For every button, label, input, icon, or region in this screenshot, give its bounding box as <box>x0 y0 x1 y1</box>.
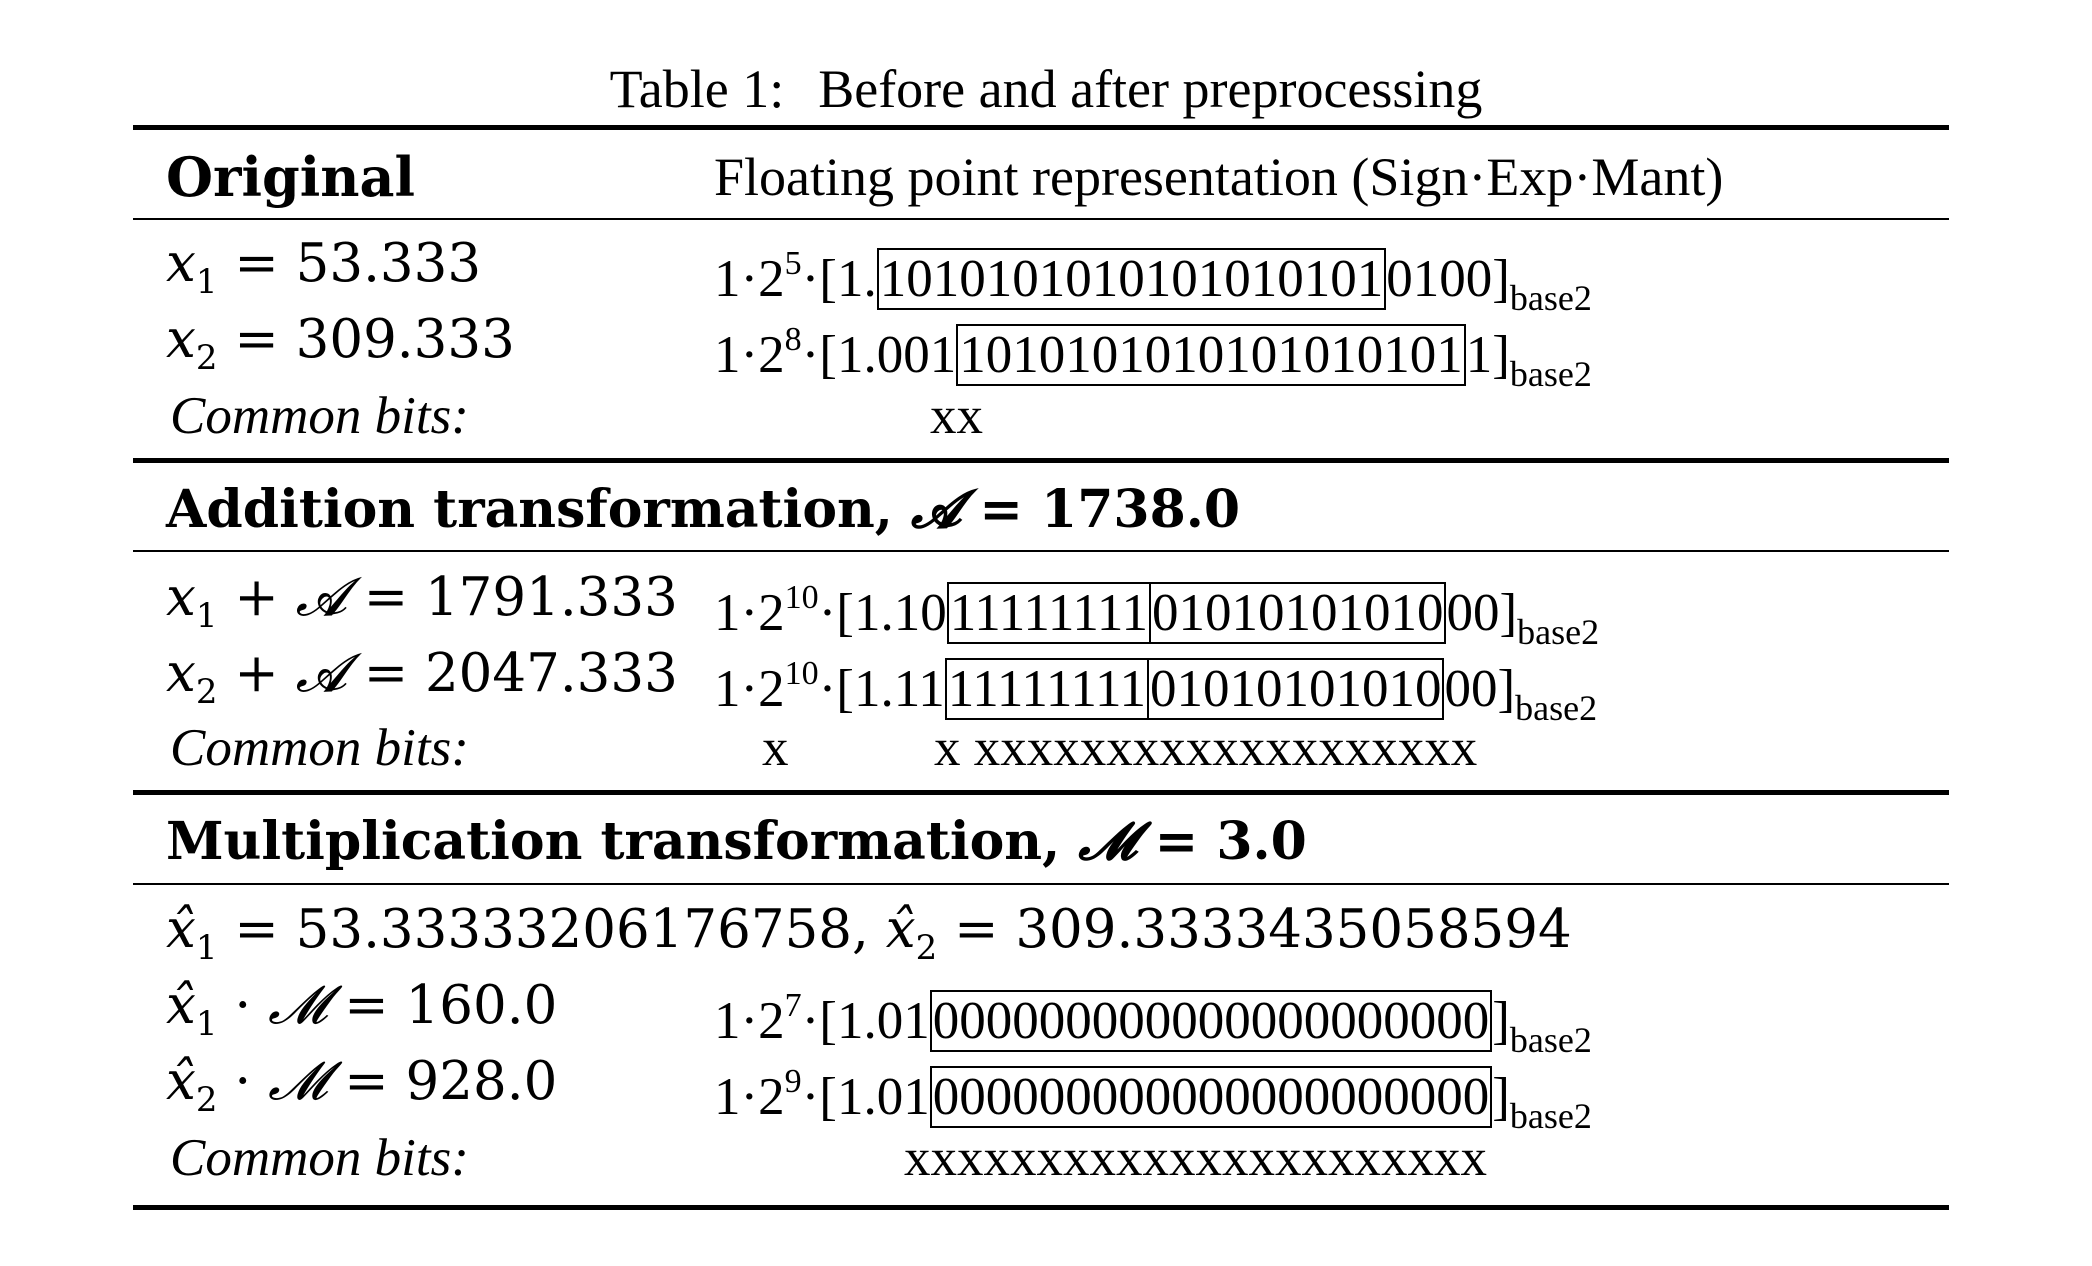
multiplication-title: Multiplication transformation, 𝓜 = 3.0 <box>166 811 1307 872</box>
caption-title: Before and after preprocessing <box>818 59 1483 119</box>
row-x2-label: x2 = 309.333 <box>166 309 515 378</box>
row-x2hat-times-m-float: 1·29·[1.01000000000000000000000]base2 <box>714 1063 1592 1136</box>
addition-title: Addition transformation, 𝓐 = 1738.0 <box>166 479 1241 540</box>
top-rule <box>133 125 1949 130</box>
row-x2hat-times-m-label: x̂2 · 𝓜 = 928.0 <box>166 1051 558 1120</box>
common-bits-label: Common bits: <box>170 719 469 777</box>
common-bits-box: 11111111 <box>946 582 1151 644</box>
common-bits-box: 11111111 <box>944 658 1149 720</box>
row-x2-plus-a-label: x2 + 𝓐 = 2047.333 <box>166 643 678 712</box>
header-rule <box>133 218 1949 220</box>
header-original: Original <box>166 145 416 209</box>
row-x2-float: 1·28·[1.00110101010101010101011]base2 <box>714 321 1592 394</box>
row-x1-float: 1·25·[1.10101010101010101010100]base2 <box>714 245 1592 318</box>
common-bits-marks: xx <box>930 387 983 445</box>
common-bits-box: 1010101010101010101 <box>956 324 1466 386</box>
row-hat-values: x̂1 = 53.33333206176758, x̂2 = 309.33334… <box>166 899 1572 968</box>
common-bits-label: Common bits: <box>170 387 469 445</box>
common-bits-box: 1010101010101010101 <box>876 248 1387 310</box>
header-floating-point: Floating point representation (Sign·Exp·… <box>714 147 1724 207</box>
table-caption: Table 1: Before and after preprocessing <box>0 56 2092 122</box>
addition-title-rule <box>133 550 1949 552</box>
common-bits-marks-sign: x <box>762 719 789 777</box>
common-bits-box: 000000000000000000000 <box>929 990 1493 1052</box>
section-rule-1 <box>133 458 1949 463</box>
caption-label: Table 1: <box>609 59 785 119</box>
section-rule-2 <box>133 790 1949 795</box>
row-x2-plus-a-float: 1·210·[1.11111111110101010101000]base2 <box>714 655 1598 728</box>
common-bits-marks: xxxxxxxxxxxxxxxxxxxxxx <box>904 1129 1487 1187</box>
bottom-rule <box>133 1205 1949 1210</box>
row-x1hat-times-m-float: 1·27·[1.01000000000000000000000]base2 <box>714 987 1592 1060</box>
common-bits-box: 01010101010 <box>1150 582 1447 644</box>
common-bits-label: Common bits: <box>170 1129 469 1187</box>
common-bits-box: 01010101010 <box>1148 658 1445 720</box>
multiplication-title-rule <box>133 883 1949 885</box>
row-x1hat-times-m-label: x̂1 · 𝓜 = 160.0 <box>166 975 558 1044</box>
common-bits-marks: x xxxxxxxxxxxxxxxxxxx <box>934 719 1478 777</box>
row-x1-plus-a-float: 1·210·[1.10111111110101010101000]base2 <box>714 579 1600 652</box>
common-bits-box: 000000000000000000000 <box>929 1066 1493 1128</box>
row-x1-plus-a-label: x1 + 𝓐 = 1791.333 <box>166 567 678 636</box>
row-x1-label: x1 = 53.333 <box>166 233 482 302</box>
